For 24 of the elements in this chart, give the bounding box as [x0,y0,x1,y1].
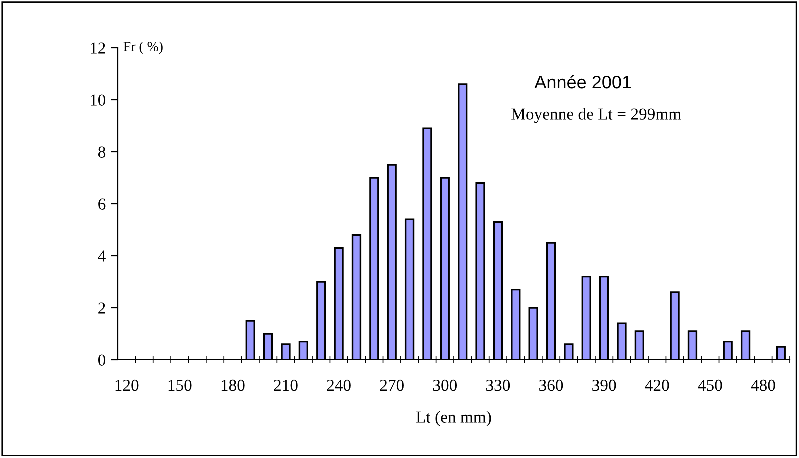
x-tick-label: 120 [116,380,139,392]
x-tick-label: 450 [698,380,722,392]
x-tick-label: 270 [380,380,404,392]
x-tick-label: 180 [222,380,245,392]
x-tick-label: 420 [645,380,670,392]
y-tick-label: 10 [90,94,106,106]
x-tick-label: 210 [274,380,298,392]
annotation: Moyenne de Lt = 299mm [512,108,682,124]
y-tick-label: 8 [98,146,106,158]
y-tick-label: 2 [98,302,106,314]
x-tick-label: 480 [751,380,776,392]
x-tick-label: 390 [592,380,616,392]
text: Année 2001 [534,75,632,89]
x-tick-label: 360 [540,380,564,392]
x-tick-label: 300 [433,380,458,392]
x-tick-label: 330 [486,380,510,392]
x-axis-title: Lt (en mm) [416,411,492,426]
x-tick-label: 240 [327,380,351,392]
y-tick-label: 4 [98,250,106,262]
y-tick-label: 12 [90,42,106,54]
y-axis-title: Fr ( %) [124,42,163,54]
x-tick-label: 150 [168,380,192,392]
y-tick-label: 0 [98,354,106,366]
y-tick-label: 6 [98,198,106,210]
